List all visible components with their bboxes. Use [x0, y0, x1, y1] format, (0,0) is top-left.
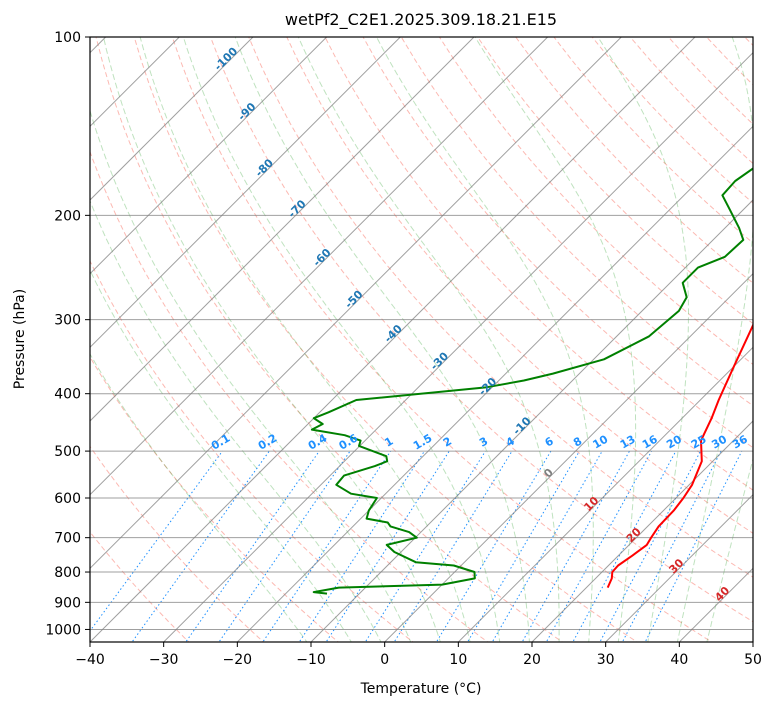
- dry-adiabat-line: [286, 37, 753, 534]
- moist-adiabat-line: [90, 353, 308, 642]
- isotherm-line: [90, 37, 402, 349]
- y-tick-label: 400: [54, 387, 81, 403]
- x-tick-label: −20: [223, 652, 253, 668]
- isotherm-line: [531, 420, 753, 642]
- y-axis-label: Pressure (hPa): [12, 289, 28, 389]
- x-tick-label: 30: [597, 652, 615, 668]
- moist-adiabat-line: [297, 37, 560, 642]
- x-tick-label: −10: [296, 652, 326, 668]
- y-tick-label: 900: [54, 595, 81, 611]
- y-tick-label: 1000: [45, 622, 81, 638]
- temperature-profile-line: [606, 322, 753, 589]
- isotherm-line: [162, 51, 753, 642]
- x-axis-ticks: −40 −30 −20 −10 0 10 20 30 40 50: [75, 642, 762, 668]
- dry-adiabat-line: [90, 150, 489, 642]
- y-tick-label: 800: [54, 565, 81, 581]
- moist-adiabat-line: [474, 37, 637, 642]
- moist-adiabat-line: [376, 37, 594, 642]
- x-tick-label: 50: [744, 652, 762, 668]
- dry-adiabat-line: [95, 37, 564, 642]
- x-tick-label: −40: [75, 652, 105, 668]
- dry-adiabat-line: [438, 37, 753, 366]
- dewpoint-profile-line: [310, 167, 753, 595]
- mixing-ratio-line: [599, 450, 701, 642]
- moist-adiabat-line: [182, 37, 501, 642]
- y-axis-ticks: 100 200 300 400 500 600 700 800 900 1000: [45, 30, 90, 638]
- x-tick-label: −30: [149, 652, 179, 668]
- y-tick-label: 300: [54, 313, 81, 329]
- isotherm-line: [383, 272, 753, 642]
- moist-adiabat-line: [597, 37, 689, 642]
- mixing-ratio-line: [572, 450, 677, 642]
- dry-adiabat-line: [362, 37, 753, 449]
- x-tick-label: 10: [449, 652, 467, 668]
- moist-adiabat-line: [139, 37, 471, 642]
- isotherm-line: [90, 37, 623, 570]
- x-tick-label: 40: [670, 652, 688, 668]
- mixing-ratio-line: [521, 450, 630, 642]
- mixing-ratio-line: [393, 450, 513, 642]
- x-axis-label: Temperature (°C): [360, 681, 482, 697]
- x-tick-label: 0: [380, 652, 389, 668]
- chart-title: wetPf2_C2E1.2025.309.18.21.E15: [285, 10, 557, 30]
- x-tick-label: 20: [523, 652, 541, 668]
- dry-adiabat-line: [324, 37, 753, 491]
- mixing-ratio-line: [435, 450, 552, 642]
- mixing-ratio-line: [185, 450, 320, 642]
- plot-frame: [89, 36, 754, 643]
- isotherm-line: [90, 37, 696, 642]
- mixing-ratio-line: [466, 450, 580, 642]
- isotherm-line: [310, 199, 753, 642]
- isotherm-line: [90, 37, 254, 201]
- y-tick-label: 600: [54, 491, 81, 507]
- dry-adiabat-line: [90, 445, 265, 642]
- mixing-ratio-line: [491, 450, 603, 642]
- moist-adiabat-line: [103, 37, 441, 642]
- mixing-ratio-line: [644, 450, 743, 642]
- dry-adiabat-line: [477, 37, 753, 325]
- mixing-ratio-line: [262, 450, 392, 642]
- isotherm-line: [90, 37, 475, 422]
- isotherm-line: [90, 37, 549, 496]
- mixing-ratio-line: [218, 450, 351, 642]
- mixing-ratio-line: [621, 450, 722, 642]
- isotherm-line: [90, 37, 181, 128]
- grid-lines: [90, 37, 753, 642]
- isotherm-line: [604, 493, 753, 642]
- y-tick-label: 200: [54, 208, 81, 224]
- dry-adiabat-line: [90, 356, 339, 642]
- moist-adiabat-line: [676, 37, 753, 642]
- isotherm-line: [90, 37, 328, 275]
- mixing-ratio-line: [545, 450, 653, 642]
- y-tick-label: 700: [54, 531, 81, 547]
- isotherm-line: [236, 125, 753, 642]
- y-tick-label: 500: [54, 444, 81, 460]
- mixing-ratio-line: [90, 450, 223, 632]
- isotherm-line: [457, 346, 753, 642]
- mixing-ratio-line: [298, 450, 425, 642]
- profile-lines: [310, 167, 753, 595]
- y-tick-label: 100: [54, 30, 81, 46]
